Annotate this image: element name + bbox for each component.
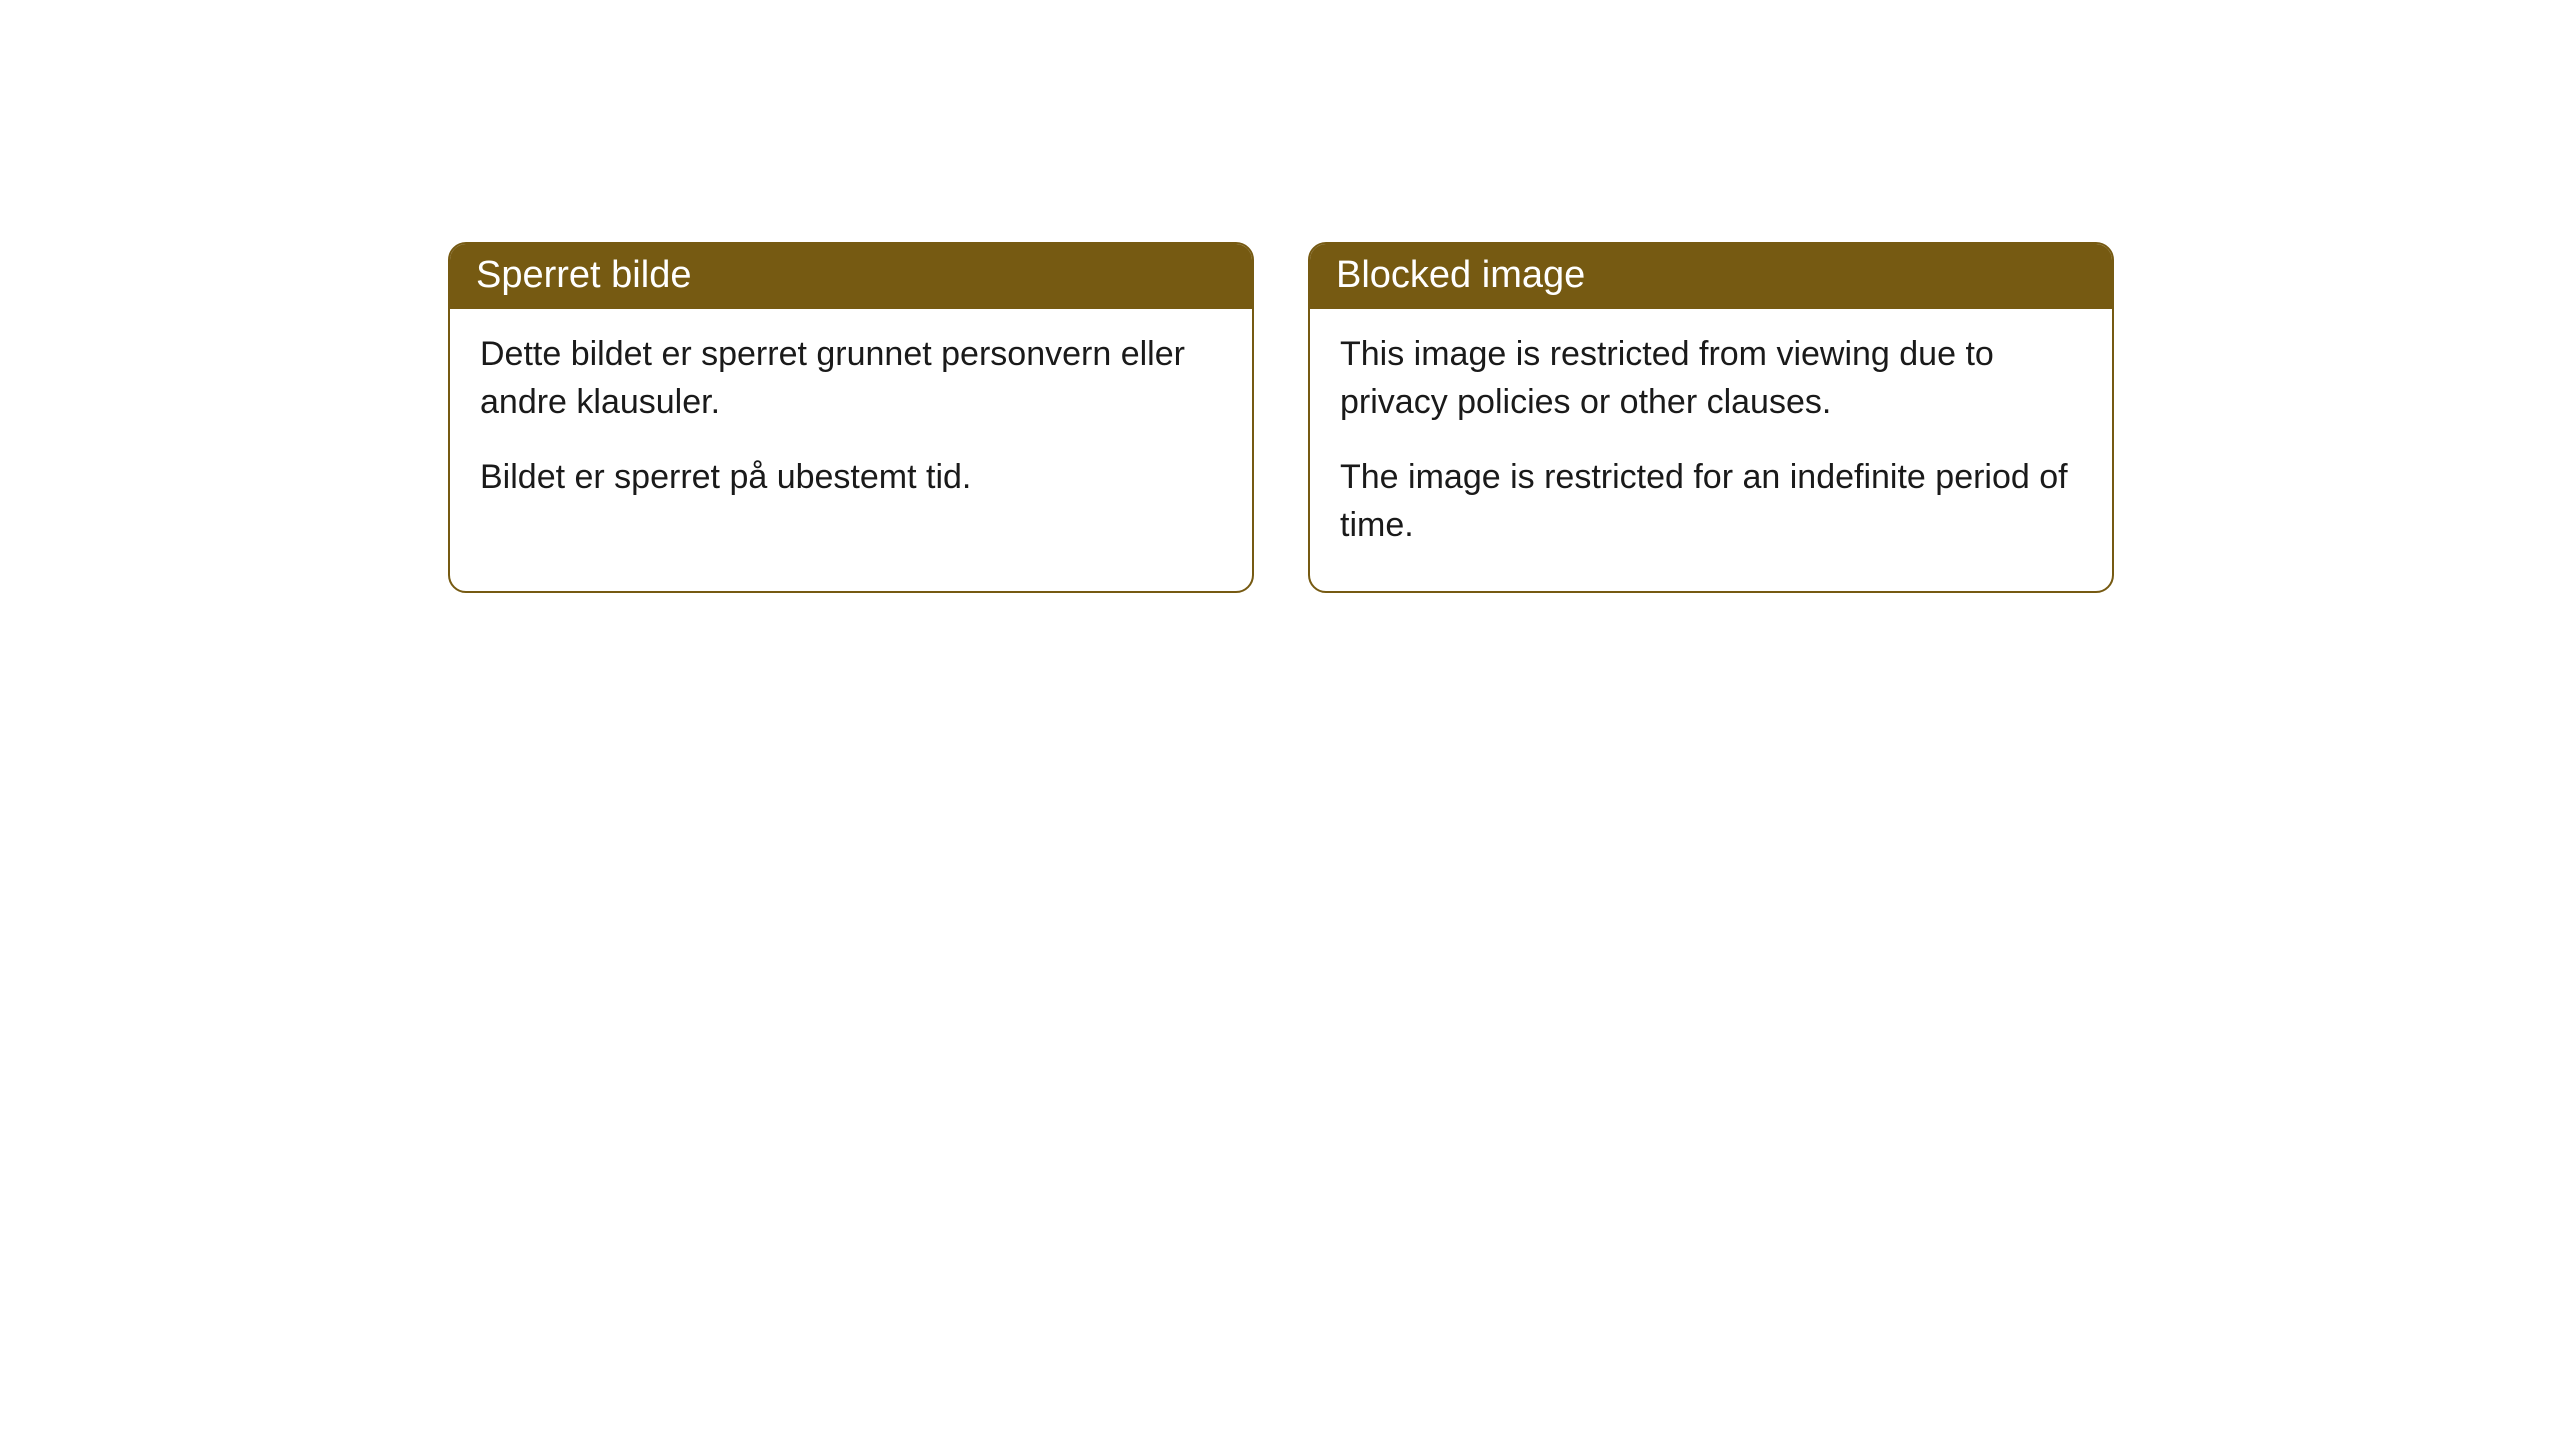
blocked-image-card-norwegian: Sperret bilde Dette bildet er sperret gr… (448, 242, 1254, 593)
cards-container: Sperret bilde Dette bildet er sperret gr… (0, 0, 2560, 593)
card-paragraph-1-english: This image is restricted from viewing du… (1340, 331, 2082, 426)
card-paragraph-2-norwegian: Bildet er sperret på ubestemt tid. (480, 454, 1222, 502)
card-header-english: Blocked image (1310, 244, 2112, 309)
card-body-english: This image is restricted from viewing du… (1310, 309, 2112, 591)
card-header-norwegian: Sperret bilde (450, 244, 1252, 309)
card-body-norwegian: Dette bildet er sperret grunnet personve… (450, 309, 1252, 544)
card-paragraph-2-english: The image is restricted for an indefinit… (1340, 454, 2082, 549)
card-paragraph-1-norwegian: Dette bildet er sperret grunnet personve… (480, 331, 1222, 426)
blocked-image-card-english: Blocked image This image is restricted f… (1308, 242, 2114, 593)
